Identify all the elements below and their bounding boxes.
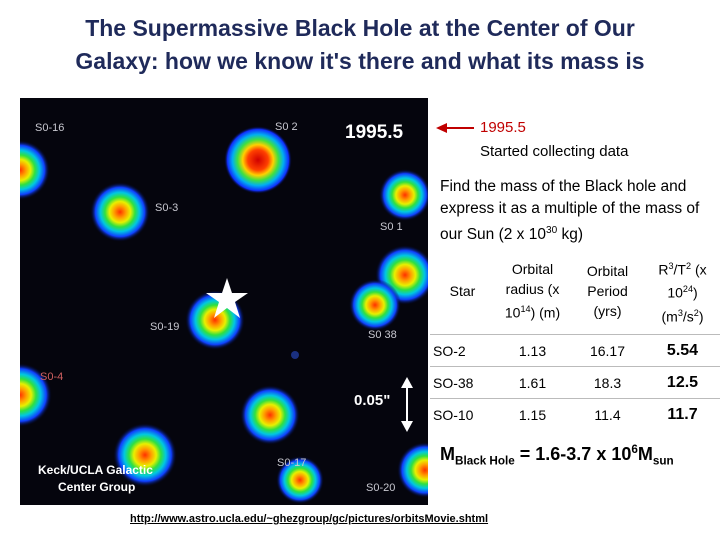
star-blobs [20,126,428,504]
text-segment: 24 [682,284,694,295]
text-segment: M [637,444,653,464]
slide-title: The Supermassive Black Hole at the Cente… [0,12,720,78]
star-label: S0 1 [380,221,403,233]
star-label: S0-20 [366,482,395,494]
text-segment: 3 [677,307,683,318]
star-label: S0-3 [155,202,178,214]
table-cell: SO-10 [430,398,495,430]
scale-arrow [401,377,413,432]
header-cell: Orbital radius (x 1014) (m) [495,248,570,335]
table-cell: 1.61 [495,366,570,399]
text-segment: Black Hole [455,454,515,468]
table-cell: 1.15 [495,398,570,430]
text-segment: = 1.6-3.7 x 10 [514,444,632,464]
text-segment: ) (m) [530,304,561,321]
table-cell: 16.17 [570,334,645,367]
table-cell: 12.5 [645,366,720,399]
result: MBlack Hole = 1.6-3.7 x 106Msun [440,443,674,468]
star-label: S0-19 [150,321,179,333]
text-segment: 2 [686,260,692,271]
text-segment: kg) [557,226,584,244]
star-label: S0 2 [275,121,298,133]
star-label: S0-16 [35,122,64,134]
star-label: S0-17 [277,457,306,469]
header-row: Star Orbital radius (x 1014) (m) Orbital P… [430,248,720,335]
source-link[interactable]: http://www.astro.ucla.edu/~ghezgroup/gc/… [130,513,489,525]
annotation-note: Started collecting data [480,143,629,160]
image-epoch: 1995.5 [345,122,404,143]
star-label: S0-4 [40,371,63,383]
text-segment: 30 [545,225,558,236]
header-cell: R3/T2 (x 1024) (m3/s2) [645,248,720,335]
text-segment: 3 [668,260,674,271]
table-row: SO-2 1.13 16.17 5.54 [430,334,720,367]
text-segment: Star [449,283,476,299]
text-segment: Orbital Period (yrs) [586,263,629,319]
text-segment: Find the mass of the Black hole and expr… [440,178,700,244]
text-segment: 2 [693,307,699,318]
text-segment: sun [652,454,674,468]
annotation-epoch: 1995.5 [480,119,526,136]
text-segment: /s [682,308,694,325]
credit: Center Group [58,480,135,494]
scale-label: 0.05" [354,392,390,409]
table-cell: SO-2 [430,334,495,367]
text-segment: 6 [631,443,638,456]
table-cell: 11.4 [570,398,645,430]
star-label: S0 38 [368,329,397,341]
credit: Keck/UCLA Galactic [38,463,153,477]
table-row: SO-10 1.15 11.4 11.7 [430,398,720,430]
title-line: The Supermassive Black Hole at the Cente… [85,15,635,41]
text-segment: R [658,261,669,278]
black-hole-star [206,278,248,318]
text-segment: ) (m [661,284,698,325]
data-table: Star Orbital radius (x 1014) (m) Orbital P… [430,248,720,430]
text-segment: /T [673,261,686,278]
table-cell: SO-38 [430,366,495,399]
table-cell: 11.7 [645,398,720,430]
text-segment: 14 [520,304,531,315]
table-cell: 1.13 [495,334,570,367]
table-row: SO-38 1.61 18.3 12.5 [430,366,720,399]
text-segment: ) [698,308,704,325]
title-line: Galaxy: how we know it's there and what … [75,48,645,74]
annotation-arrow [436,123,474,133]
text-segment: (x 10 [667,261,707,301]
header-cell: Orbital Period (yrs) [570,248,645,335]
prompt: Find the mass of the Black hole and expr… [440,176,715,246]
text-segment: Orbital radius (x 10 [504,261,560,321]
text-segment: M [440,444,455,464]
table-cell: 5.54 [645,334,720,367]
header-cell: Star [430,248,495,335]
table-cell: 18.3 [570,366,645,399]
